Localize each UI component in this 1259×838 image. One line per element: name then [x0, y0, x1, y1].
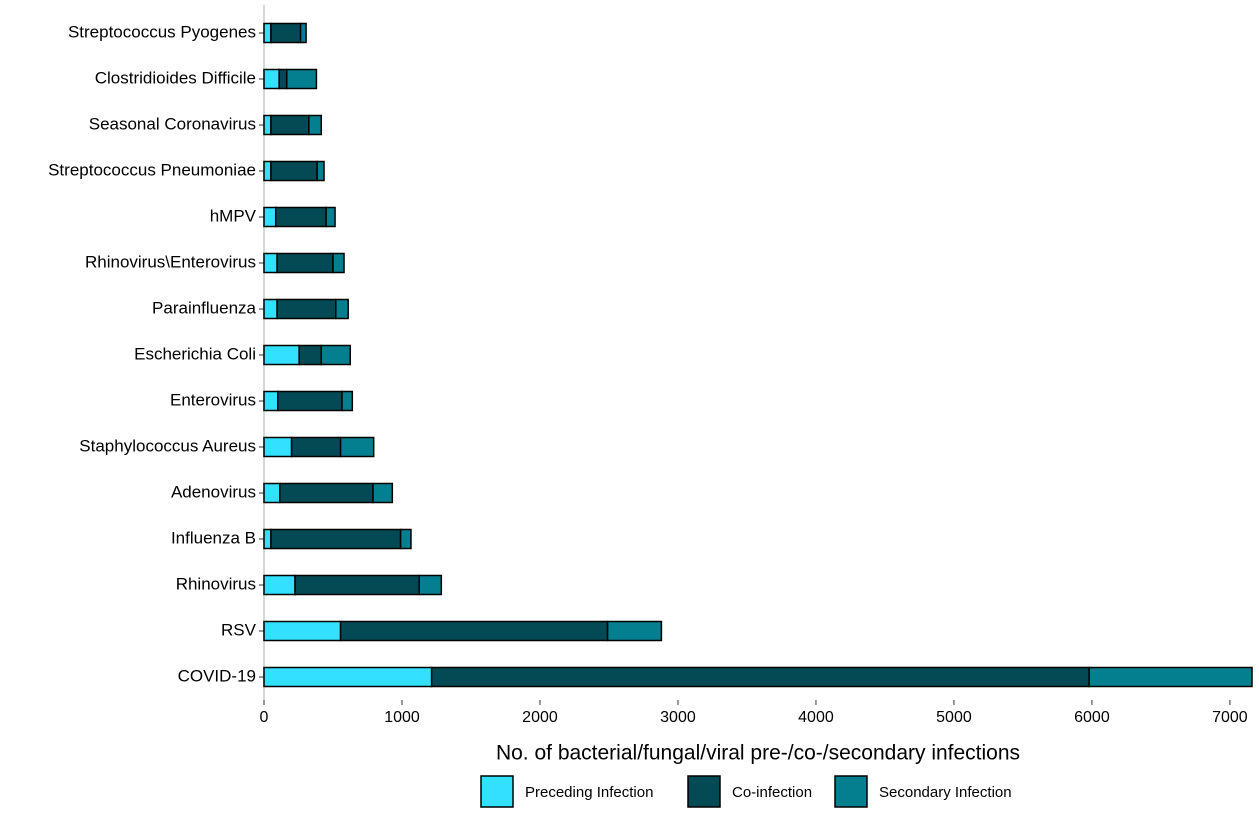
x-tick-label: 6000: [1074, 709, 1110, 726]
bar-segment: [316, 160, 325, 182]
x-tick-label: 1000: [384, 709, 420, 726]
bar-segment: [1088, 666, 1253, 688]
bar-segment: [308, 114, 323, 136]
bar-segment: [286, 68, 318, 90]
y-tick-label: Adenovirus: [171, 482, 256, 501]
y-tick-label: Parainfluenza: [152, 298, 257, 317]
bar-segment: [270, 114, 310, 136]
bar-segment: [263, 68, 280, 90]
bar-segment: [263, 574, 296, 596]
bar-segment: [290, 436, 342, 458]
bar-segment: [263, 528, 272, 550]
bar-segment: [263, 252, 278, 274]
bar-segment: [606, 620, 663, 642]
y-tick-label: Seasonal Coronavirus: [89, 114, 256, 133]
bar-segment: [263, 206, 277, 228]
x-tick-label: 3000: [660, 709, 696, 726]
bar-segment: [276, 252, 334, 274]
bar-segment: [339, 620, 609, 642]
y-tick-label: Escherichia Coli: [134, 344, 256, 363]
x-tick-label: 7000: [1212, 709, 1248, 726]
y-tick-label: COVID-19: [178, 666, 256, 685]
bar-segment: [320, 344, 351, 366]
legend-swatch: [480, 775, 514, 808]
y-tick-label: Streptococcus Pyogenes: [68, 22, 256, 41]
bar-segment: [263, 22, 272, 44]
x-tick-label: 5000: [936, 709, 972, 726]
bar-segment: [263, 298, 278, 320]
bar-segment: [263, 666, 433, 688]
bar-segment: [372, 482, 394, 504]
bar-segment: [263, 160, 272, 182]
y-tick-label: Enterovirus: [170, 390, 256, 409]
bar-segment: [276, 298, 337, 320]
y-tick-label: Staphylococcus Aureus: [79, 436, 256, 455]
bar-segment: [263, 436, 293, 458]
x-tick-label: 0: [260, 709, 269, 726]
bar-segment: [270, 22, 302, 44]
bar-segment: [263, 620, 342, 642]
bar-segment: [263, 344, 300, 366]
y-tick-label: Clostridioides Difficile: [95, 68, 256, 87]
legend-swatch: [834, 775, 868, 808]
y-tick-label: Influenza B: [171, 528, 256, 547]
bar-segment: [298, 344, 323, 366]
bar-segment: [294, 574, 420, 596]
x-tick-label: 2000: [522, 709, 558, 726]
bar-segment: [263, 390, 279, 412]
x-tick-label: 4000: [798, 709, 834, 726]
bar-segment: [399, 528, 412, 550]
x-axis-title: No. of bacterial/fungal/viral pre-/co-/s…: [496, 742, 1020, 765]
y-tick-label: RSV: [221, 620, 257, 639]
bar-segment: [339, 436, 375, 458]
bar-segment: [335, 298, 349, 320]
legend-label: Secondary Infection: [879, 784, 1012, 801]
bar-segment: [274, 206, 327, 228]
bar-segment: [279, 482, 374, 504]
bar-segment: [325, 206, 336, 228]
bar-segment: [277, 390, 343, 412]
bar-segment: [418, 574, 443, 596]
bar-segment: [270, 160, 318, 182]
bar-segment: [263, 114, 272, 136]
legend-label: Preceding Infection: [525, 784, 653, 801]
bar-segment: [270, 528, 402, 550]
bar-segment: [278, 68, 288, 90]
y-tick-label: Rhinovirus\Enterovirus: [85, 252, 256, 271]
bar-segment: [332, 252, 345, 274]
bar-segment: [299, 22, 307, 44]
bar-segment: [430, 666, 1090, 688]
bar-segment: [341, 390, 354, 412]
bar-segment: [263, 482, 281, 504]
legend-label: Co-infection: [732, 784, 812, 801]
legend-swatch: [687, 775, 721, 808]
y-tick-label: Rhinovirus: [176, 574, 256, 593]
y-tick-label: Streptococcus Pneumoniae: [48, 160, 256, 179]
y-tick-label: hMPV: [210, 206, 257, 225]
